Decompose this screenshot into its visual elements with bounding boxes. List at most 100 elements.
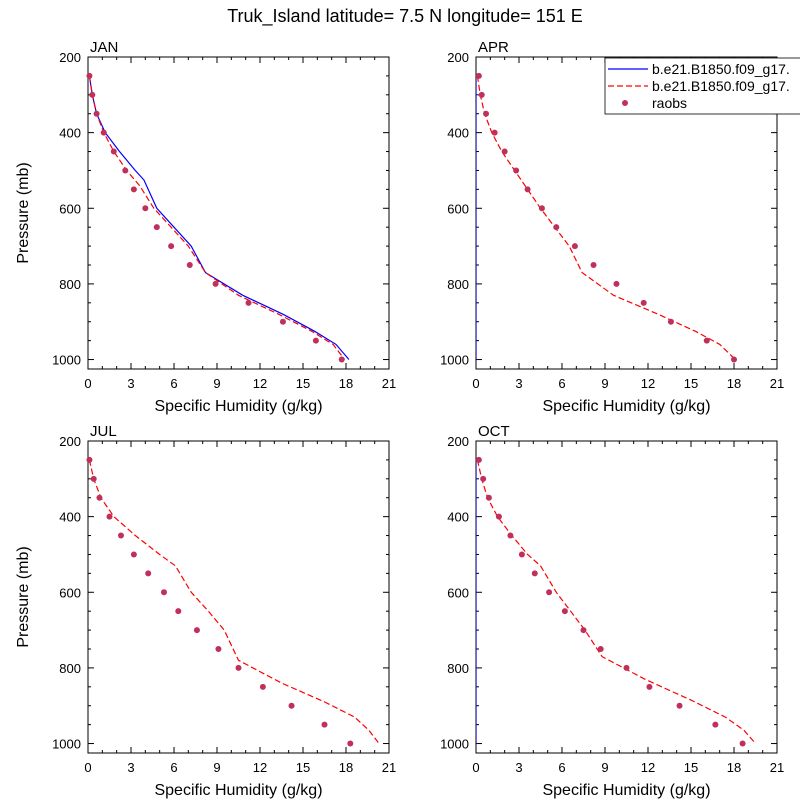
x-tick-label: 9 — [601, 376, 608, 391]
raobs-point — [312, 337, 319, 344]
y-tick-label: 600 — [447, 201, 469, 216]
raobs-point — [571, 243, 578, 250]
plot-frame — [87, 56, 390, 370]
panel-label: JUL — [90, 423, 117, 440]
raobs-point — [142, 205, 149, 212]
raobs-point — [475, 456, 482, 463]
raobs-point — [186, 262, 193, 268]
panel-jan: JAN 0 3 6 9 12 15 18 21 200 400 600 800 1000 Specific … — [15, 39, 396, 415]
raobs-point — [623, 664, 630, 671]
raobs-point — [347, 740, 354, 747]
raobs-point — [168, 243, 175, 250]
raobs-point — [703, 337, 710, 344]
raobs-point — [100, 129, 107, 136]
x-tick-label: 15 — [296, 376, 310, 391]
raobs-point — [259, 683, 266, 690]
model-series-dashed-line — [476, 75, 736, 360]
raobs-point — [731, 356, 737, 363]
x-tick-label: 18 — [727, 760, 741, 775]
y-tick-label: 1000 — [440, 737, 469, 752]
x-tick-label: 18 — [339, 376, 353, 391]
x-tick-label: 6 — [558, 760, 565, 775]
raobs-point — [279, 318, 286, 325]
y-tick-label: 800 — [59, 661, 81, 676]
x-tick-label: 21 — [382, 760, 396, 775]
raobs-point — [640, 299, 647, 306]
raobs-point — [96, 494, 103, 501]
raobs-point — [478, 91, 485, 98]
raobs-point — [145, 570, 152, 577]
raobs-point — [531, 570, 538, 577]
raobs-point — [160, 589, 167, 596]
y-tick-label: 400 — [447, 126, 469, 141]
raobs-point — [524, 186, 531, 193]
y-tick-label: 1000 — [440, 353, 469, 368]
x-tick-label: 21 — [770, 760, 784, 775]
y-tick-label: 1000 — [52, 737, 81, 752]
x-axis-label: Specific Humidity (g/kg) — [154, 398, 322, 415]
x-tick-label: 9 — [213, 376, 220, 391]
model-series-dashed-line — [88, 75, 346, 360]
y-tick-label: 600 — [59, 201, 81, 216]
raobs-point — [513, 167, 520, 174]
x-tick-label: 9 — [213, 760, 220, 775]
raobs-point — [89, 91, 96, 98]
x-tick-label: 0 — [84, 760, 91, 775]
x-tick-label: 21 — [770, 376, 784, 391]
x-tick-label: 21 — [382, 376, 396, 391]
x-tick-label: 6 — [170, 376, 177, 391]
y-tick-label: 200 — [59, 434, 81, 449]
x-tick-label: 12 — [253, 760, 267, 775]
legend-marker — [622, 100, 628, 106]
raobs-point — [739, 740, 746, 747]
raobs-point — [495, 513, 502, 520]
raobs-point — [175, 608, 182, 615]
x-axis-label: Specific Humidity (g/kg) — [154, 782, 322, 799]
legend: b.e21.B1850.f09_g17.b.e21.B1850.f09_g17.… — [604, 57, 800, 115]
legend-label: b.e21.B1850.f09_g17. — [652, 61, 790, 77]
y-axis-label: Pressure (mb) — [15, 546, 32, 647]
raobs-point — [667, 318, 674, 325]
raobs-point — [501, 148, 508, 155]
raobs-point — [613, 280, 620, 287]
y-tick-label: 800 — [447, 277, 469, 292]
raobs-point — [288, 702, 295, 709]
panel-jul: JUL 0 3 6 9 12 15 18 21 200 400 600 800 1000 Specific … — [15, 423, 396, 799]
plot-frame — [87, 440, 390, 754]
plot-frame — [475, 440, 778, 754]
model-series-solid-line — [88, 75, 350, 360]
x-tick-label: 12 — [641, 760, 655, 775]
raobs-point — [485, 494, 492, 501]
y-tick-label: 600 — [59, 585, 81, 600]
x-axis-label: Specific Humidity (g/kg) — [542, 782, 710, 799]
raobs-point — [86, 72, 93, 79]
x-tick-label: 15 — [296, 760, 310, 775]
x-tick-label: 3 — [515, 376, 522, 391]
panel-label: OCT — [478, 423, 510, 440]
raobs-point — [106, 513, 113, 520]
y-tick-label: 400 — [59, 510, 81, 525]
raobs-point — [245, 299, 252, 306]
raobs-point — [235, 664, 242, 671]
raobs-point — [483, 110, 490, 117]
x-tick-label: 3 — [515, 760, 522, 775]
y-axis-label: Pressure (mb) — [15, 162, 32, 263]
y-tick-label: 800 — [59, 277, 81, 292]
raobs-point — [90, 475, 97, 482]
raobs-point — [130, 551, 137, 558]
raobs-point — [580, 627, 587, 634]
figure-title: Truk_Island latitude= 7.5 N longitude= 1… — [227, 6, 583, 27]
x-tick-label: 9 — [601, 760, 608, 775]
raobs-point — [546, 589, 553, 596]
legend-label: b.e21.B1850.f09_g17. — [652, 78, 790, 94]
x-tick-label: 0 — [84, 376, 91, 391]
y-tick-label: 200 — [447, 434, 469, 449]
y-tick-label: 200 — [59, 50, 81, 65]
panel-oct: OCT 0 3 6 9 12 15 18 21 200 400 600 800 1000 Specific … — [440, 423, 784, 799]
raobs-point — [130, 186, 137, 193]
raobs-point — [93, 110, 100, 117]
raobs-point — [110, 148, 117, 155]
panel-label: APR — [478, 39, 509, 56]
legend-label: raobs — [652, 95, 687, 111]
